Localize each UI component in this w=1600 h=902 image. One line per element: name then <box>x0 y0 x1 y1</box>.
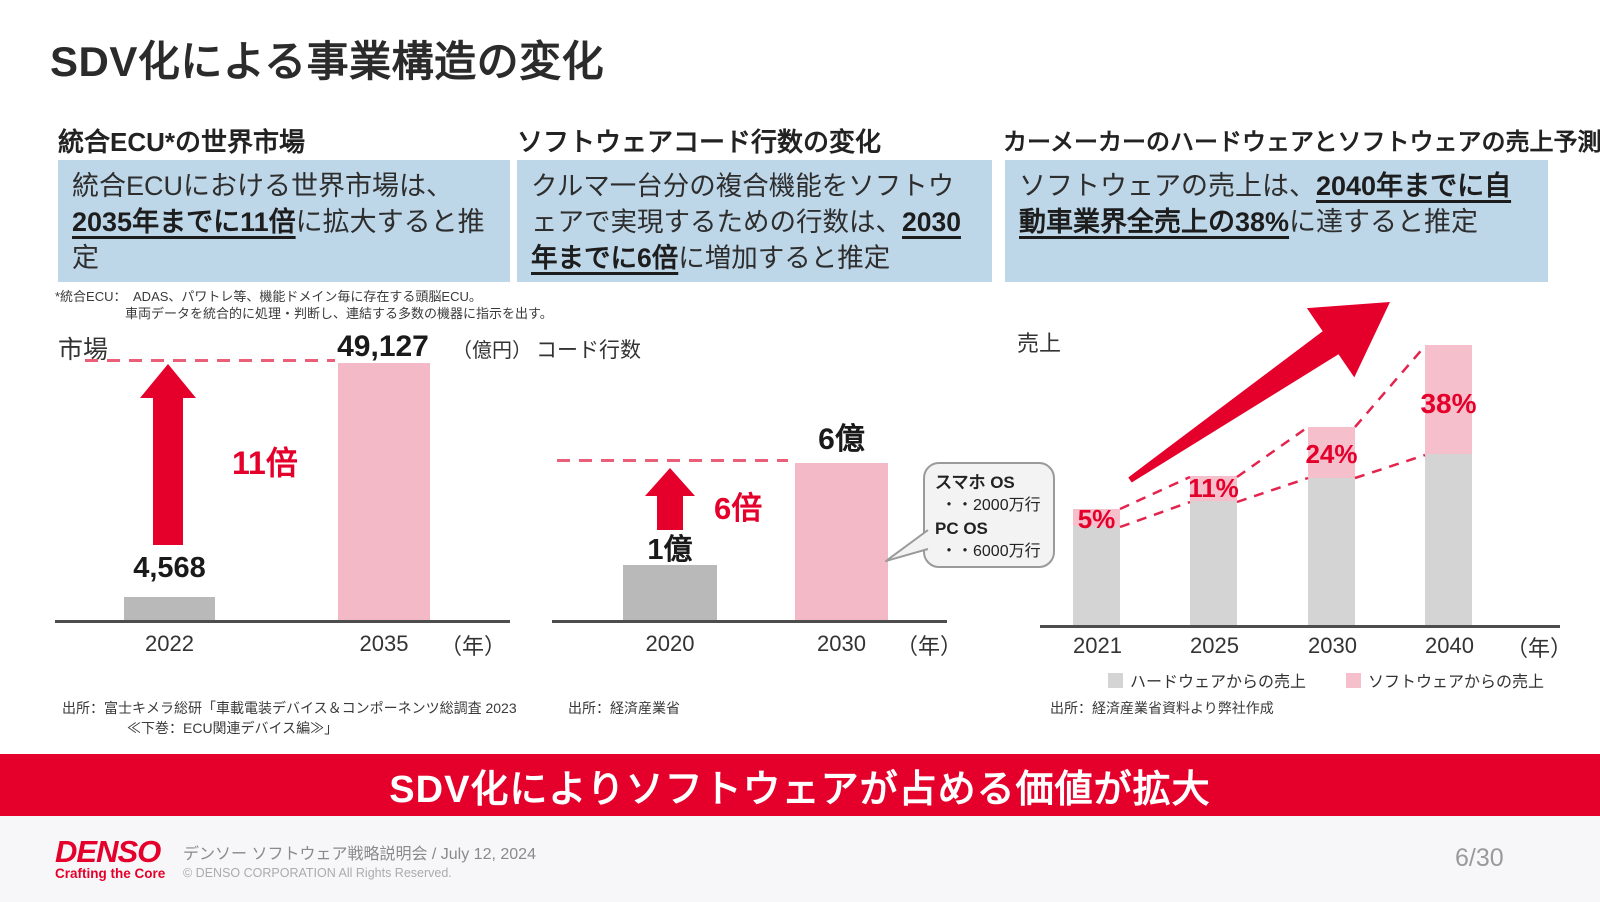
chart2-bar-2020 <box>623 565 717 620</box>
callout-item2-name: PC OS <box>935 519 988 538</box>
panel1-summary-pre: 統合ECUにおける世界市場は、 <box>72 171 454 201</box>
denso-logo: DENSO <box>55 834 161 869</box>
legend-hardware: ハードウェアからの売上 <box>1108 668 1306 692</box>
chart3-ylabel: 売上 <box>1017 331 1062 356</box>
chart2-x-axis <box>552 620 947 623</box>
chart3-xlabel-2030: 2030 <box>1308 633 1357 658</box>
chart2-value-2020: 1億 <box>647 534 693 566</box>
chart1-target-dashline <box>85 359 335 362</box>
legend-hardware-label: ハードウェアからの売上 <box>1130 674 1307 691</box>
chart2-value-2030: 6億 <box>818 423 865 456</box>
footnote-line1: *統合ECU： ADAS、パワトレ等、機能ドメイン毎に存在する頭脳ECU。 <box>55 289 482 304</box>
footer-copyright: © DENSO CORPORATION All Rights Reserved. <box>183 866 452 880</box>
chart3-xlabel-2025: 2025 <box>1190 633 1239 658</box>
chart1-multiplier: 11倍 <box>232 445 298 481</box>
chart3-bar-2030-software <box>1308 427 1355 478</box>
chart3-legend: ハードウェアからの売上 ソフトウェアからの売上 <box>1108 668 1544 692</box>
chart3-share-2025: 11% <box>1188 473 1239 503</box>
panel3-summary-pre: ソフトウェアの売上は、 <box>1019 171 1316 201</box>
chart1-unit: （億円） <box>452 340 532 362</box>
panel3-summary-post: に達すると推定 <box>1289 207 1479 237</box>
panel3-header: カーメーカーのハードウェアとソフトウェアの売上予測 <box>1003 129 1600 156</box>
chart3-bar-2040-hardware <box>1425 454 1472 625</box>
chart3-xlabel-2021: 2021 <box>1073 633 1122 658</box>
panel1-summary-emph: 2035年までに11倍 <box>72 207 296 237</box>
trend-dashed-lines <box>1119 345 1426 529</box>
panel2-summary-post: に増加すると推定 <box>678 243 891 273</box>
chart3-share-2040: 38% <box>1420 388 1477 419</box>
footer-event: デンソー ソフトウェア戦略説明会 / July 12, 2024 <box>183 846 536 863</box>
chart1-xlabel-2035: 2035 <box>359 631 409 656</box>
chart1-x-axis <box>55 620 510 623</box>
panel3-summary-emph: 2040年までに自動車業界全売上の38% <box>1019 171 1512 237</box>
growth-up-arrow-icon <box>140 364 196 545</box>
legend-software: ソフトウェアからの売上 <box>1346 668 1544 692</box>
key-message-banner: SDV化によりソフトウェアが占める価値が拡大 <box>0 754 1600 816</box>
page-title: SDV化による事業構造の変化 <box>50 38 605 85</box>
key-message-text: SDV化によりソフトウェアが占める価値が拡大 <box>389 768 1211 811</box>
panel1-footnote: *統合ECU： ADAS、パワトレ等、機能ドメイン毎に存在する頭脳ECU。 車両… <box>55 288 553 322</box>
chart1-bar-2022 <box>124 597 215 620</box>
chart1-xlabel-2022: 2022 <box>145 631 194 656</box>
chart3-bar-2040-software <box>1425 345 1472 454</box>
callout-item1-name: スマホ OS <box>935 473 1015 492</box>
chart3-bar-2025-software <box>1190 476 1237 501</box>
denso-tagline: Crafting the Core <box>55 866 166 881</box>
chart1-bar-2035 <box>338 363 430 620</box>
chart1-value-2022: 4,568 <box>133 552 206 584</box>
growth-up-arrow-icon <box>645 468 695 530</box>
panel2-summary-box: クルマ一台分の複合機能をソフトウェアで実現するための行数は、2030年までに6倍… <box>517 160 992 282</box>
chart2-bar-2030 <box>795 463 888 620</box>
callout-tail <box>885 529 929 562</box>
trend-lines-and-arrow <box>1119 302 1426 529</box>
chart2-axis-unit: （年） <box>896 634 963 659</box>
chart3-xlabel-2040: 2040 <box>1425 633 1474 658</box>
panel2-summary-pre: クルマ一台分の複合機能をソフトウェアで実現するための行数は、 <box>531 171 955 237</box>
panel1-header: 統合ECU*の世界市場 <box>58 127 306 157</box>
chart2-xlabel-2020: 2020 <box>645 631 695 656</box>
chart3-bar-2025-hardware <box>1190 501 1237 625</box>
panel2-summary-emph: 2030年までに6倍 <box>531 207 961 273</box>
chart3-x-axis <box>1040 625 1560 628</box>
chart3-bar-2021-hardware <box>1073 526 1120 625</box>
panel1-summary-box: 統合ECUにおける世界市場は、 2035年までに11倍に拡大すると推定 <box>58 160 510 282</box>
callout-item2-value: ・・6000万行 <box>941 543 1041 560</box>
panel1-source-line2: ≪下巻：ECU関連デバイス編≫」 <box>127 720 339 736</box>
chart3-axis-unit: （年） <box>1506 636 1573 661</box>
panel2-header: ソフトウェアコード行数の変化 <box>517 127 882 157</box>
chart3-share-2030: 24% <box>1305 439 1358 469</box>
panel3-summary-box: ソフトウェアの売上は、2040年までに自動車業界全売上の38%に達すると推定 <box>1005 160 1548 282</box>
chart1-axis-unit: （年） <box>440 634 507 659</box>
growth-diagonal-arrow-icon <box>1128 302 1390 483</box>
chart3-bar-2021-software <box>1073 509 1120 526</box>
footer: DENSO Crafting the Core デンソー ソフトウェア戦略説明会… <box>0 816 1600 902</box>
legend-hardware-swatch-icon <box>1108 672 1123 688</box>
chart2-ylabel: コード行数 <box>536 339 641 362</box>
chart3-bar-2030-hardware <box>1308 478 1355 625</box>
chart1-value-2035: 49,127 <box>337 330 429 363</box>
legend-software-label: ソフトウェアからの売上 <box>1368 674 1545 691</box>
chart3-share-2021: 5% <box>1077 504 1116 534</box>
panel2-source: 出所：経済産業省 <box>568 700 680 716</box>
panel1-source: 出所：富士キメラ総研「車載電装デバイス＆コンポーネンツ総調査 2023 ≪下巻：… <box>62 698 517 738</box>
chart2-target-dashline <box>557 459 788 462</box>
panel1-source-line1: 出所：富士キメラ総研「車載電装デバイス＆コンポーネンツ総調査 2023 <box>62 700 517 716</box>
chart2-multiplier: 6倍 <box>714 491 763 526</box>
chart2-xlabel-2030: 2030 <box>817 631 866 656</box>
footnote-line2: 車両データを統合的に処理・判断し、連結する多数の機器に指示を出す。 <box>125 306 553 321</box>
legend-software-swatch-icon <box>1346 672 1362 688</box>
os-comparison-callout: スマホ OS ・・2000万行 PC OS ・・6000万行 <box>923 462 1055 568</box>
panel3-source: 出所：経済産業省資料より弊社作成 <box>1050 700 1274 716</box>
callout-item1-value: ・・2000万行 <box>941 497 1041 514</box>
panel1-summary-post: に拡大すると推定 <box>72 207 485 273</box>
page-number: 6/30 <box>1455 844 1504 872</box>
